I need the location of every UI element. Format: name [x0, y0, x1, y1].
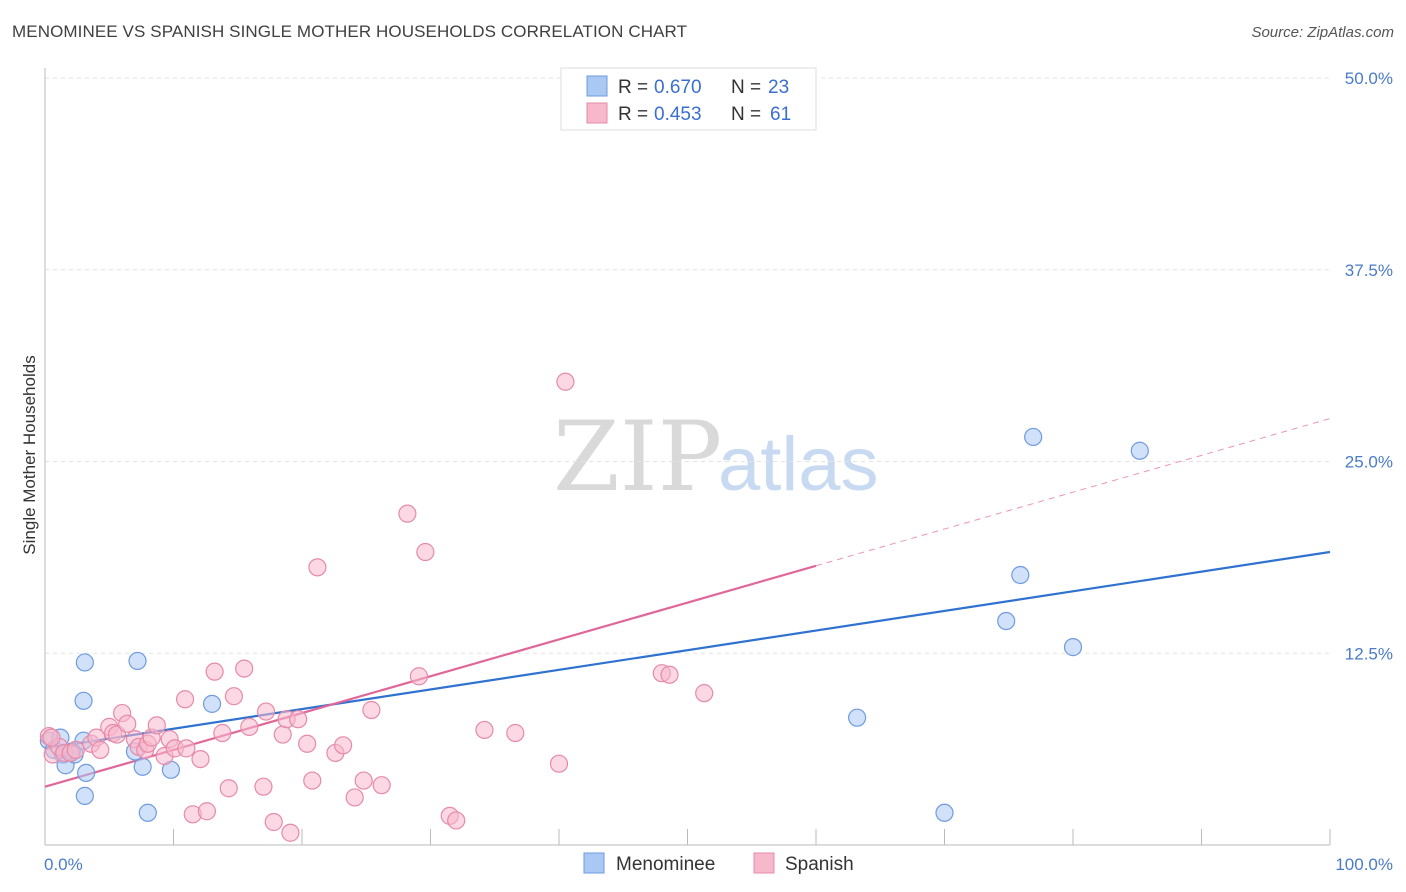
point-spanish-37	[273, 725, 292, 744]
point-menominee-20	[997, 611, 1016, 631]
point-spanish-40	[289, 710, 308, 729]
legend-n-value-2: 61	[770, 104, 791, 125]
point-spanish-26	[191, 749, 210, 769]
correlation-legend: R = 0.670 N = 23 R = 0.453 N = 61	[560, 67, 817, 131]
point-menominee-18	[848, 708, 867, 727]
point-spanish-32	[235, 659, 254, 678]
point-spanish-5	[66, 740, 85, 759]
point-spanish-34	[254, 777, 273, 796]
watermark: ZIP atlas	[553, 401, 879, 513]
legend-r-label-1: R =	[618, 77, 648, 98]
point-spanish-43	[308, 558, 327, 577]
point-menominee-15	[138, 803, 157, 822]
point-spanish-31	[224, 687, 243, 706]
point-spanish-57	[549, 754, 569, 773]
point-spanish-39	[281, 823, 300, 842]
series-legend: Menominee Spanish	[583, 852, 854, 875]
point-spanish-36	[264, 812, 283, 832]
point-menominee-17	[202, 694, 222, 713]
point-spanish-45	[334, 736, 353, 755]
point-spanish-8	[91, 740, 110, 759]
legend-n-label-2: N =	[731, 104, 761, 125]
point-spanish-46	[345, 788, 364, 807]
y-tick-labels: 12.5% 25.0% 37.5% 50.0%	[1345, 69, 1393, 663]
point-spanish-23	[175, 690, 195, 709]
point-spanish-48	[362, 700, 381, 720]
y-axis-label: Single Mother Households	[20, 355, 39, 554]
point-menominee-14	[133, 757, 152, 776]
point-spanish-33	[240, 717, 259, 736]
point-spanish-41	[298, 734, 317, 753]
point-menominee-13	[128, 651, 147, 671]
point-spanish-35	[256, 702, 276, 721]
point-spanish-42	[303, 771, 322, 790]
point-menominee-23	[1063, 638, 1083, 657]
trend-line-extension-spanish	[815, 418, 1331, 567]
y-tick-label-0: 12.5%	[1345, 644, 1393, 663]
point-menominee-9	[75, 653, 94, 672]
x-tick-labels: 0.0% 100.0%	[44, 855, 1393, 874]
point-menominee-22	[1024, 427, 1043, 447]
point-spanish-56	[506, 723, 525, 743]
point-spanish-27	[197, 802, 217, 821]
point-spanish-63	[42, 728, 61, 747]
series-legend-swatch-spanish	[753, 852, 775, 874]
point-spanish-29	[213, 723, 232, 743]
point-menominee-11	[77, 763, 96, 783]
series-legend-label-spanish: Spanish	[785, 854, 854, 875]
y-tick-label-3: 50.0%	[1345, 69, 1393, 88]
source-label: Source: ZipAtlas.com	[1251, 24, 1394, 41]
point-spanish-50	[398, 504, 417, 523]
point-spanish-19	[147, 716, 166, 735]
data-points	[39, 93, 1149, 842]
series-legend-label-menominee: Menominee	[616, 854, 715, 875]
point-spanish-47	[354, 771, 373, 790]
x-tick-label-1: 100.0%	[1335, 855, 1393, 874]
grid-lines	[45, 77, 1330, 654]
legend-n-label-1: N =	[731, 77, 761, 98]
point-spanish-61	[695, 684, 714, 703]
y-tick-label-2: 37.5%	[1345, 261, 1393, 280]
watermark-atlas: atlas	[718, 422, 879, 507]
point-spanish-58	[556, 372, 575, 391]
point-spanish-30	[219, 779, 238, 798]
point-spanish-54	[447, 811, 466, 830]
point-spanish-55	[475, 720, 494, 740]
x-tick-label-0: 0.0%	[44, 855, 83, 874]
point-spanish-49	[372, 776, 391, 795]
point-spanish-28	[205, 662, 224, 681]
point-menominee-8	[74, 691, 93, 710]
point-spanish-51	[409, 667, 429, 686]
legend-n-value-1: 23	[768, 77, 789, 98]
trend-line-menominee	[44, 550, 1331, 750]
point-menominee-24	[1130, 441, 1149, 460]
axes	[44, 68, 1331, 846]
legend-swatch-spanish	[586, 102, 608, 124]
legend-r-label-2: R =	[618, 104, 648, 125]
point-menominee-21	[1011, 565, 1030, 585]
point-spanish-52	[416, 542, 435, 562]
legend-r-value-2: 0.453	[654, 104, 702, 125]
point-menominee-19	[935, 803, 954, 822]
point-menominee-10	[75, 786, 94, 806]
legend-r-value-1: 0.670	[654, 77, 702, 98]
series-legend-swatch-menominee	[583, 852, 605, 874]
watermark-zip: ZIP	[553, 401, 722, 513]
legend-swatch-menominee	[586, 75, 608, 97]
point-spanish-24	[177, 739, 196, 758]
chart-title: MENOMINEE VS SPANISH SINGLE MOTHER HOUSE…	[12, 22, 688, 41]
point-spanish-60	[660, 665, 679, 684]
point-spanish-13	[118, 714, 137, 733]
y-tick-label-1: 25.0%	[1345, 453, 1393, 472]
